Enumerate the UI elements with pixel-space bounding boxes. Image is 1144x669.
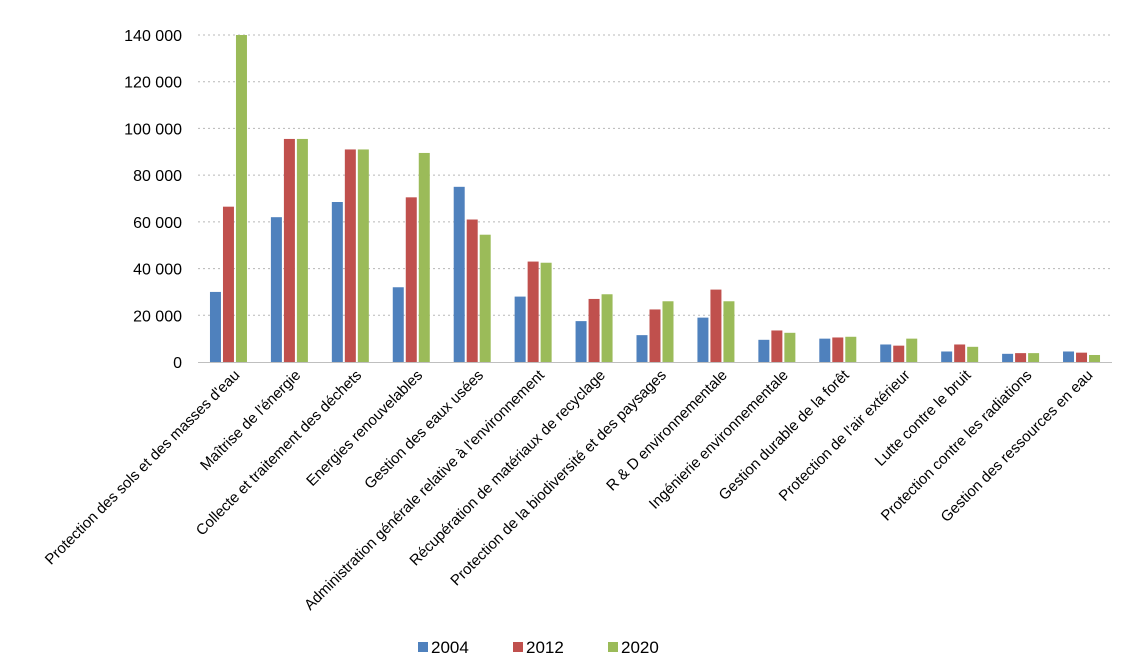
- bar-2020: [967, 346, 979, 362]
- x-tick-label: Energies renouvelables: [303, 367, 426, 490]
- bar-2020: [479, 234, 491, 362]
- bar-2012: [283, 138, 295, 362]
- bar-2020: [906, 338, 918, 362]
- y-tick-label: 80 000: [133, 168, 182, 185]
- gridlines: [198, 34, 1112, 316]
- y-tick-label: 140 000: [124, 28, 182, 45]
- bar-2004: [209, 291, 221, 362]
- bar-2020: [662, 301, 674, 362]
- bar-2012: [588, 298, 600, 362]
- bar-2012: [222, 206, 234, 362]
- y-tick-label: 100 000: [124, 121, 182, 138]
- legend-label: 2004: [431, 638, 469, 657]
- bar-2004: [941, 351, 953, 362]
- bar-2012: [405, 197, 417, 362]
- bar-2004: [758, 339, 770, 362]
- y-axis-ticks: 0 20 000 40 000 60 000 80 000 100 000 120 000 1…: [124, 28, 182, 372]
- y-tick-label: 40 000: [133, 262, 182, 279]
- y-tick-label: 0: [173, 355, 182, 372]
- bar-2012: [466, 219, 478, 362]
- legend-label: 2020: [621, 638, 659, 657]
- legend-label: 2012: [526, 638, 564, 657]
- bar-2012: [954, 344, 966, 362]
- bar-2012: [893, 345, 905, 362]
- bar-2012: [832, 337, 844, 362]
- x-tick-label: R & D environnementale: [603, 367, 731, 495]
- bar-2004: [819, 338, 831, 362]
- legend-swatch-2020: [608, 642, 618, 652]
- bar-2004: [331, 202, 343, 362]
- y-tick-label: 120 000: [124, 75, 182, 92]
- bar-2012: [1015, 353, 1027, 362]
- bar-2004: [270, 217, 282, 362]
- legend-swatch-2012: [513, 642, 523, 652]
- bar-2020: [1028, 353, 1040, 362]
- bars: [209, 35, 1101, 362]
- bar-2020: [540, 262, 552, 362]
- bar-2004: [575, 321, 587, 362]
- y-tick-label: 20 000: [133, 308, 182, 325]
- bar-2012: [344, 149, 356, 362]
- bar-2020: [418, 152, 430, 362]
- bar-2012: [649, 309, 661, 362]
- bar-2012: [1076, 352, 1088, 362]
- bar-2012: [527, 261, 539, 362]
- bar-2004: [1002, 353, 1014, 362]
- bar-2004: [514, 296, 526, 362]
- x-tick-label: Maîtrise de l'énergie: [197, 367, 304, 474]
- x-axis-category-labels: Protection des sols et des masses d'eauM…: [42, 366, 1097, 614]
- bar-2020: [784, 332, 796, 362]
- bar-2020: [357, 149, 369, 362]
- bar-2012: [771, 330, 783, 362]
- bar-2004: [1063, 351, 1075, 362]
- bar-2004: [636, 335, 648, 362]
- y-tick-label: 60 000: [133, 215, 182, 232]
- bar-2020: [1089, 354, 1101, 362]
- bar-2020: [296, 138, 308, 362]
- legend: 2004 2012 2020: [418, 638, 659, 657]
- bar-2020: [723, 301, 735, 362]
- legend-swatch-2004: [418, 642, 428, 652]
- bar-2004: [880, 344, 892, 362]
- bar-2004: [697, 317, 709, 362]
- bar-2020: [845, 336, 857, 362]
- bar-2020: [601, 294, 613, 362]
- bar-2004: [453, 186, 465, 362]
- x-tick-label: Gestion des eaux usées: [361, 367, 487, 493]
- x-tick-label: Protection de la biodiversité et des pay…: [447, 367, 670, 590]
- bar-2012: [710, 289, 722, 362]
- bar-2020: [235, 35, 247, 362]
- bar-2004: [392, 287, 404, 362]
